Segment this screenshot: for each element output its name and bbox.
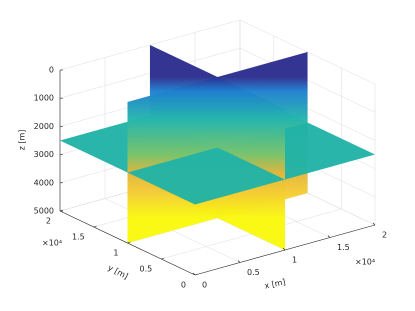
y-tick [194,273,199,276]
y-tick [127,241,131,244]
x-axis-label: x [m] [264,277,287,290]
y-tick-label: 1.5 [72,233,85,242]
x-tick [372,222,376,226]
axes: 0 1000 2000 3000 4000 5000 0 0.5 1 1.5 2 0 0.5 1 1.5 2 [34,66,387,290]
z-axis-label: z [m] [18,130,27,151]
y-tick-label: 0.5 [140,265,153,274]
z-tick-label: 1000 [34,94,54,103]
z-tick-label: 5000 [34,207,54,216]
z-tick-label: 4000 [34,178,54,187]
z-tick-label: 0 [49,66,54,75]
x-tick [237,260,241,263]
slices [60,45,375,250]
y-multiplier: ×10⁴ [42,239,62,248]
y-tick [93,225,97,228]
z-tick-label: 3000 [34,150,54,159]
y-tick [59,209,64,212]
x-tick [282,247,286,251]
y-tick-label: 2 [46,217,51,226]
x-tick [192,272,196,276]
y-tick-label: 0 [181,281,186,290]
x-tick-label: 0 [202,281,207,290]
x-tick [327,235,331,238]
x-tick-label: 2 [382,231,387,240]
x-tick-label: 1.5 [337,243,350,252]
x-tick-label: 0.5 [247,268,260,277]
x-tick-label: 1 [292,256,297,265]
z-tick-label: 2000 [34,122,54,131]
y-axis-label: y [m] [106,263,129,281]
y-tick [161,257,165,260]
slice-y [127,77,218,173]
x-multiplier: ×10⁴ [355,258,375,267]
y-tick-label: 1 [113,249,118,258]
